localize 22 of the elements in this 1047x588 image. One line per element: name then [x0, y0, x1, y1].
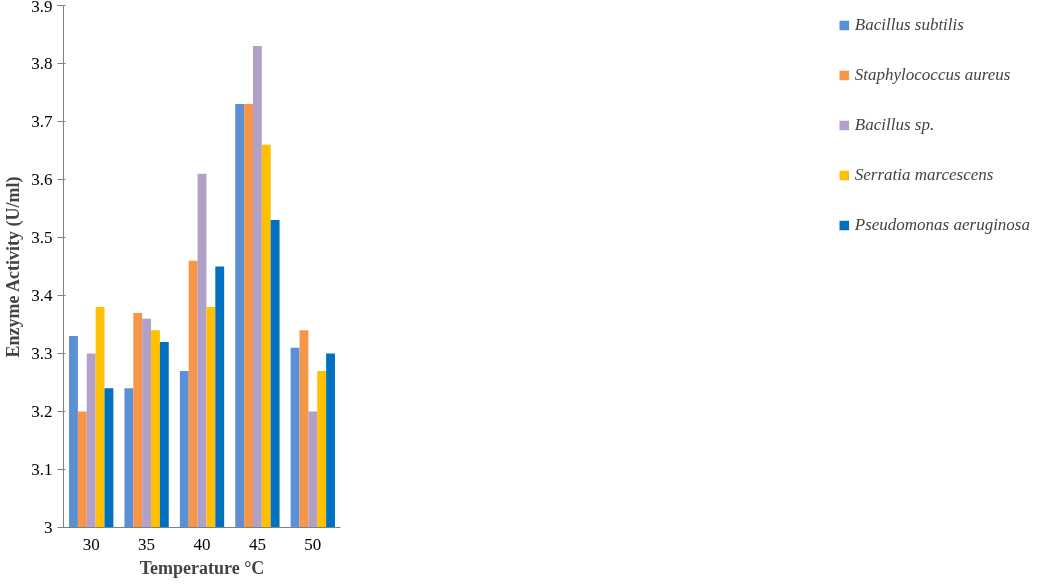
- y-tick-label: 3.9: [31, 0, 53, 16]
- x-axis-title: Temperature °C: [139, 557, 265, 578]
- legend-label: Serratia marcescens: [854, 165, 994, 185]
- legend-label: Bacillus subtilis: [854, 15, 964, 35]
- y-tick-label: 3.7: [31, 112, 53, 131]
- y-tick-label: 3.5: [31, 228, 53, 247]
- y-tick-label: 3.2: [31, 402, 53, 421]
- legend-label: Bacillus sp.: [854, 115, 935, 135]
- legend-label: Staphylococcus aureus: [854, 65, 1011, 85]
- y-tick-label: 3.3: [31, 344, 53, 363]
- y-tick-label: 3.6: [31, 170, 53, 189]
- y-axis-title: Enzyme Activity (U/ml): [3, 176, 25, 358]
- x-tick-label: 45: [248, 534, 266, 554]
- y-tick-label: 3.1: [31, 460, 53, 479]
- x-tick-label: 50: [304, 534, 322, 554]
- y-tick-label: 3.4: [31, 286, 53, 305]
- x-tick-label: 30: [82, 534, 100, 554]
- y-tick-label: 3: [44, 518, 53, 537]
- legend-label: Pseudomonas aeruginosa: [854, 215, 1030, 235]
- x-tick-label: 40: [193, 534, 211, 554]
- x-tick-label: 35: [138, 534, 156, 554]
- y-tick-label: 3.8: [31, 54, 53, 73]
